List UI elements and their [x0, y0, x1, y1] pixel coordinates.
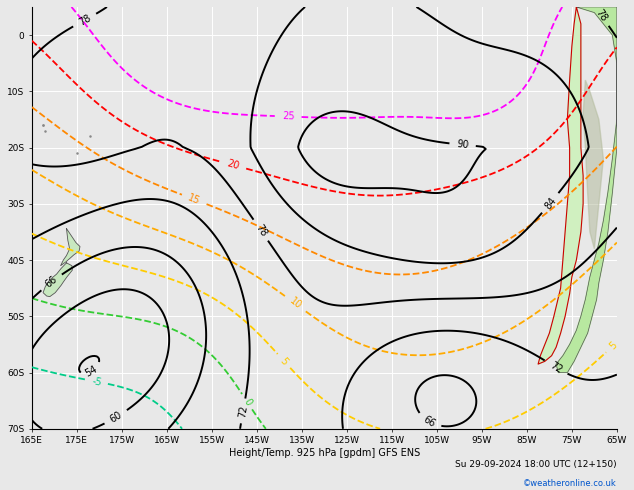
Text: 20: 20 [226, 159, 241, 171]
Text: Su 29-09-2024 18:00 UTC (12+150): Su 29-09-2024 18:00 UTC (12+150) [455, 461, 617, 469]
Polygon shape [43, 263, 72, 296]
Text: 78: 78 [593, 7, 609, 24]
Text: 84: 84 [543, 195, 558, 211]
Text: 54: 54 [83, 364, 99, 379]
Text: -5: -5 [91, 376, 102, 388]
Text: 72: 72 [548, 360, 564, 375]
Text: 10: 10 [287, 296, 303, 312]
Text: 60: 60 [108, 410, 124, 425]
Text: ©weatheronline.co.uk: ©weatheronline.co.uk [523, 479, 617, 489]
Polygon shape [583, 80, 604, 249]
Text: 72: 72 [237, 404, 249, 418]
Polygon shape [538, 7, 583, 364]
Text: 5: 5 [607, 340, 619, 352]
Text: 78: 78 [77, 13, 93, 27]
Text: 90: 90 [456, 139, 469, 150]
Text: 0: 0 [241, 396, 253, 407]
Text: 78: 78 [253, 222, 268, 238]
Text: 66: 66 [421, 414, 437, 429]
Text: 15: 15 [186, 193, 202, 206]
Text: 66: 66 [44, 274, 60, 290]
Polygon shape [61, 228, 80, 266]
X-axis label: Height/Temp. 925 hPa [gpdm] GFS ENS: Height/Temp. 925 hPa [gpdm] GFS ENS [229, 448, 420, 458]
Text: 25: 25 [281, 111, 295, 122]
Polygon shape [556, 7, 617, 372]
Text: 5: 5 [278, 355, 290, 367]
